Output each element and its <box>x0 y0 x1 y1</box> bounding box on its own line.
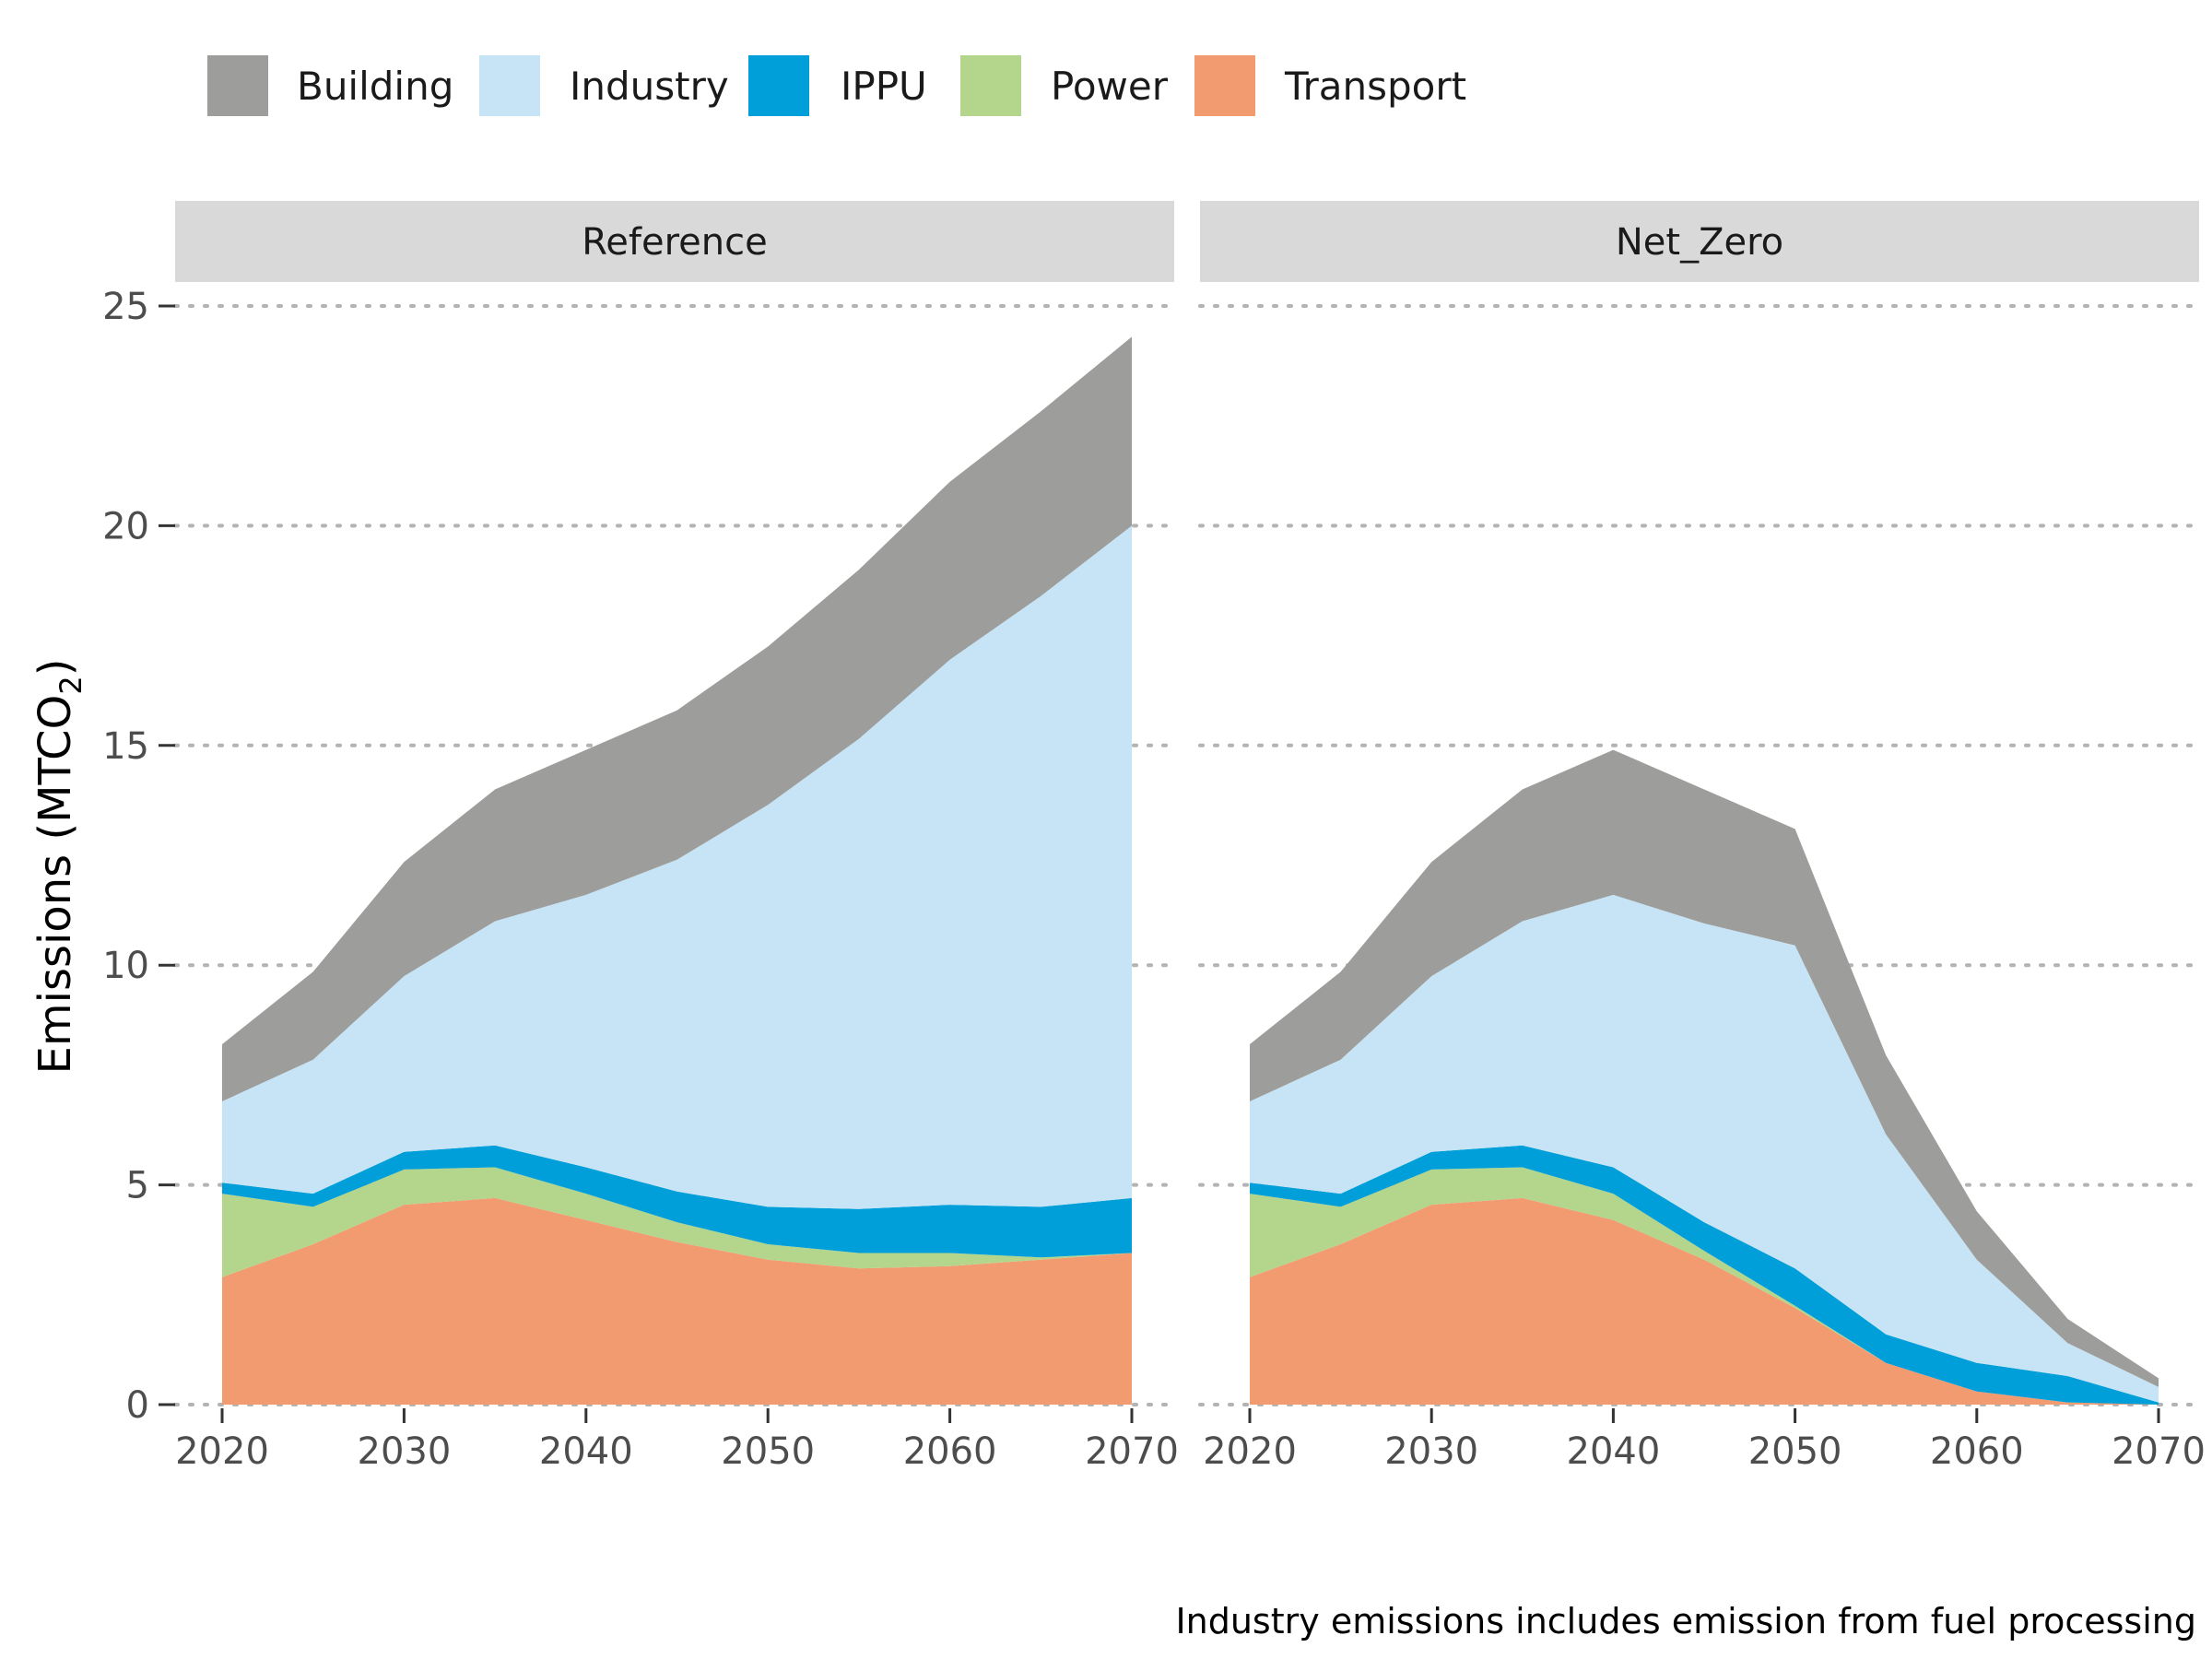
legend-swatch-transport <box>1194 55 1255 116</box>
x-tick-label-net-zero-2050: 2050 <box>1748 1430 1842 1473</box>
strip-net-zero <box>1200 201 2199 282</box>
x-tick-label-reference-2070: 2070 <box>1085 1430 1179 1473</box>
x-tick-label-reference-2040: 2040 <box>539 1430 633 1473</box>
y-axis-title-main: Emissions (MTCO <box>29 695 81 1075</box>
x-tick-label-net-zero-2070: 2070 <box>2112 1430 2206 1473</box>
x-tick-label-net-zero-2020: 2020 <box>1203 1430 1297 1473</box>
panel-net-zero: Net_Zero 2020 2030 2040 2050 2060 2070 <box>1198 201 2206 1473</box>
y-axis-title-close: ) <box>29 659 81 677</box>
y-axis: 0 5 10 15 20 25 <box>102 286 175 1427</box>
legend-label-power: Power <box>1051 64 1169 109</box>
y-tick-label-5: 5 <box>126 1165 149 1207</box>
legend-swatch-industry <box>479 55 540 116</box>
area-net-zero-building <box>1250 749 2159 1387</box>
y-tick-label-25: 25 <box>102 286 149 328</box>
area-reference-ippu <box>222 1145 1132 1258</box>
area-net-zero-transport <box>1250 1197 2159 1405</box>
area-reference-transport <box>222 1197 1132 1405</box>
strip-label-reference: Reference <box>582 221 767 264</box>
panel-reference: Reference 2020 2030 2040 2050 2060 2070 <box>173 201 1179 1473</box>
area-net-zero-ippu <box>1250 1145 2159 1405</box>
legend: Building Industry IPPU Power Transport <box>207 55 1466 116</box>
y-axis-title: Emissions (MTCO2) <box>29 659 88 1075</box>
x-tick-label-net-zero-2060: 2060 <box>1930 1430 2024 1473</box>
area-reference-industry <box>222 525 1132 1209</box>
x-tick-label-reference-2050: 2050 <box>721 1430 815 1473</box>
strip-reference <box>175 201 1174 282</box>
y-axis-title-subscript: 2 <box>53 676 88 694</box>
strip-label-net-zero: Net_Zero <box>1616 221 1783 264</box>
legend-swatch-building <box>207 55 268 116</box>
legend-swatch-power <box>960 55 1021 116</box>
x-tick-label-net-zero-2040: 2040 <box>1567 1430 1661 1473</box>
area-reference-building <box>222 336 1132 1101</box>
x-tick-label-reference-2030: 2030 <box>358 1430 452 1473</box>
caption: Industry emissions includes emission fro… <box>1175 1601 2196 1641</box>
x-tick-label-net-zero-2030: 2030 <box>1384 1430 1478 1473</box>
area-net-zero-industry <box>1250 894 2159 1403</box>
y-tick-label-20: 20 <box>102 505 149 547</box>
x-tick-label-reference-2020: 2020 <box>175 1430 269 1473</box>
y-tick-label-10: 10 <box>102 945 149 987</box>
x-tick-label-reference-2060: 2060 <box>903 1430 997 1473</box>
y-tick-label-0: 0 <box>126 1384 149 1427</box>
legend-swatch-ippu <box>748 55 809 116</box>
legend-label-transport: Transport <box>1284 64 1466 109</box>
legend-label-ippu: IPPU <box>841 64 927 109</box>
legend-label-industry: Industry <box>570 64 729 109</box>
legend-label-building: Building <box>297 64 453 109</box>
y-tick-label-15: 15 <box>102 725 149 768</box>
